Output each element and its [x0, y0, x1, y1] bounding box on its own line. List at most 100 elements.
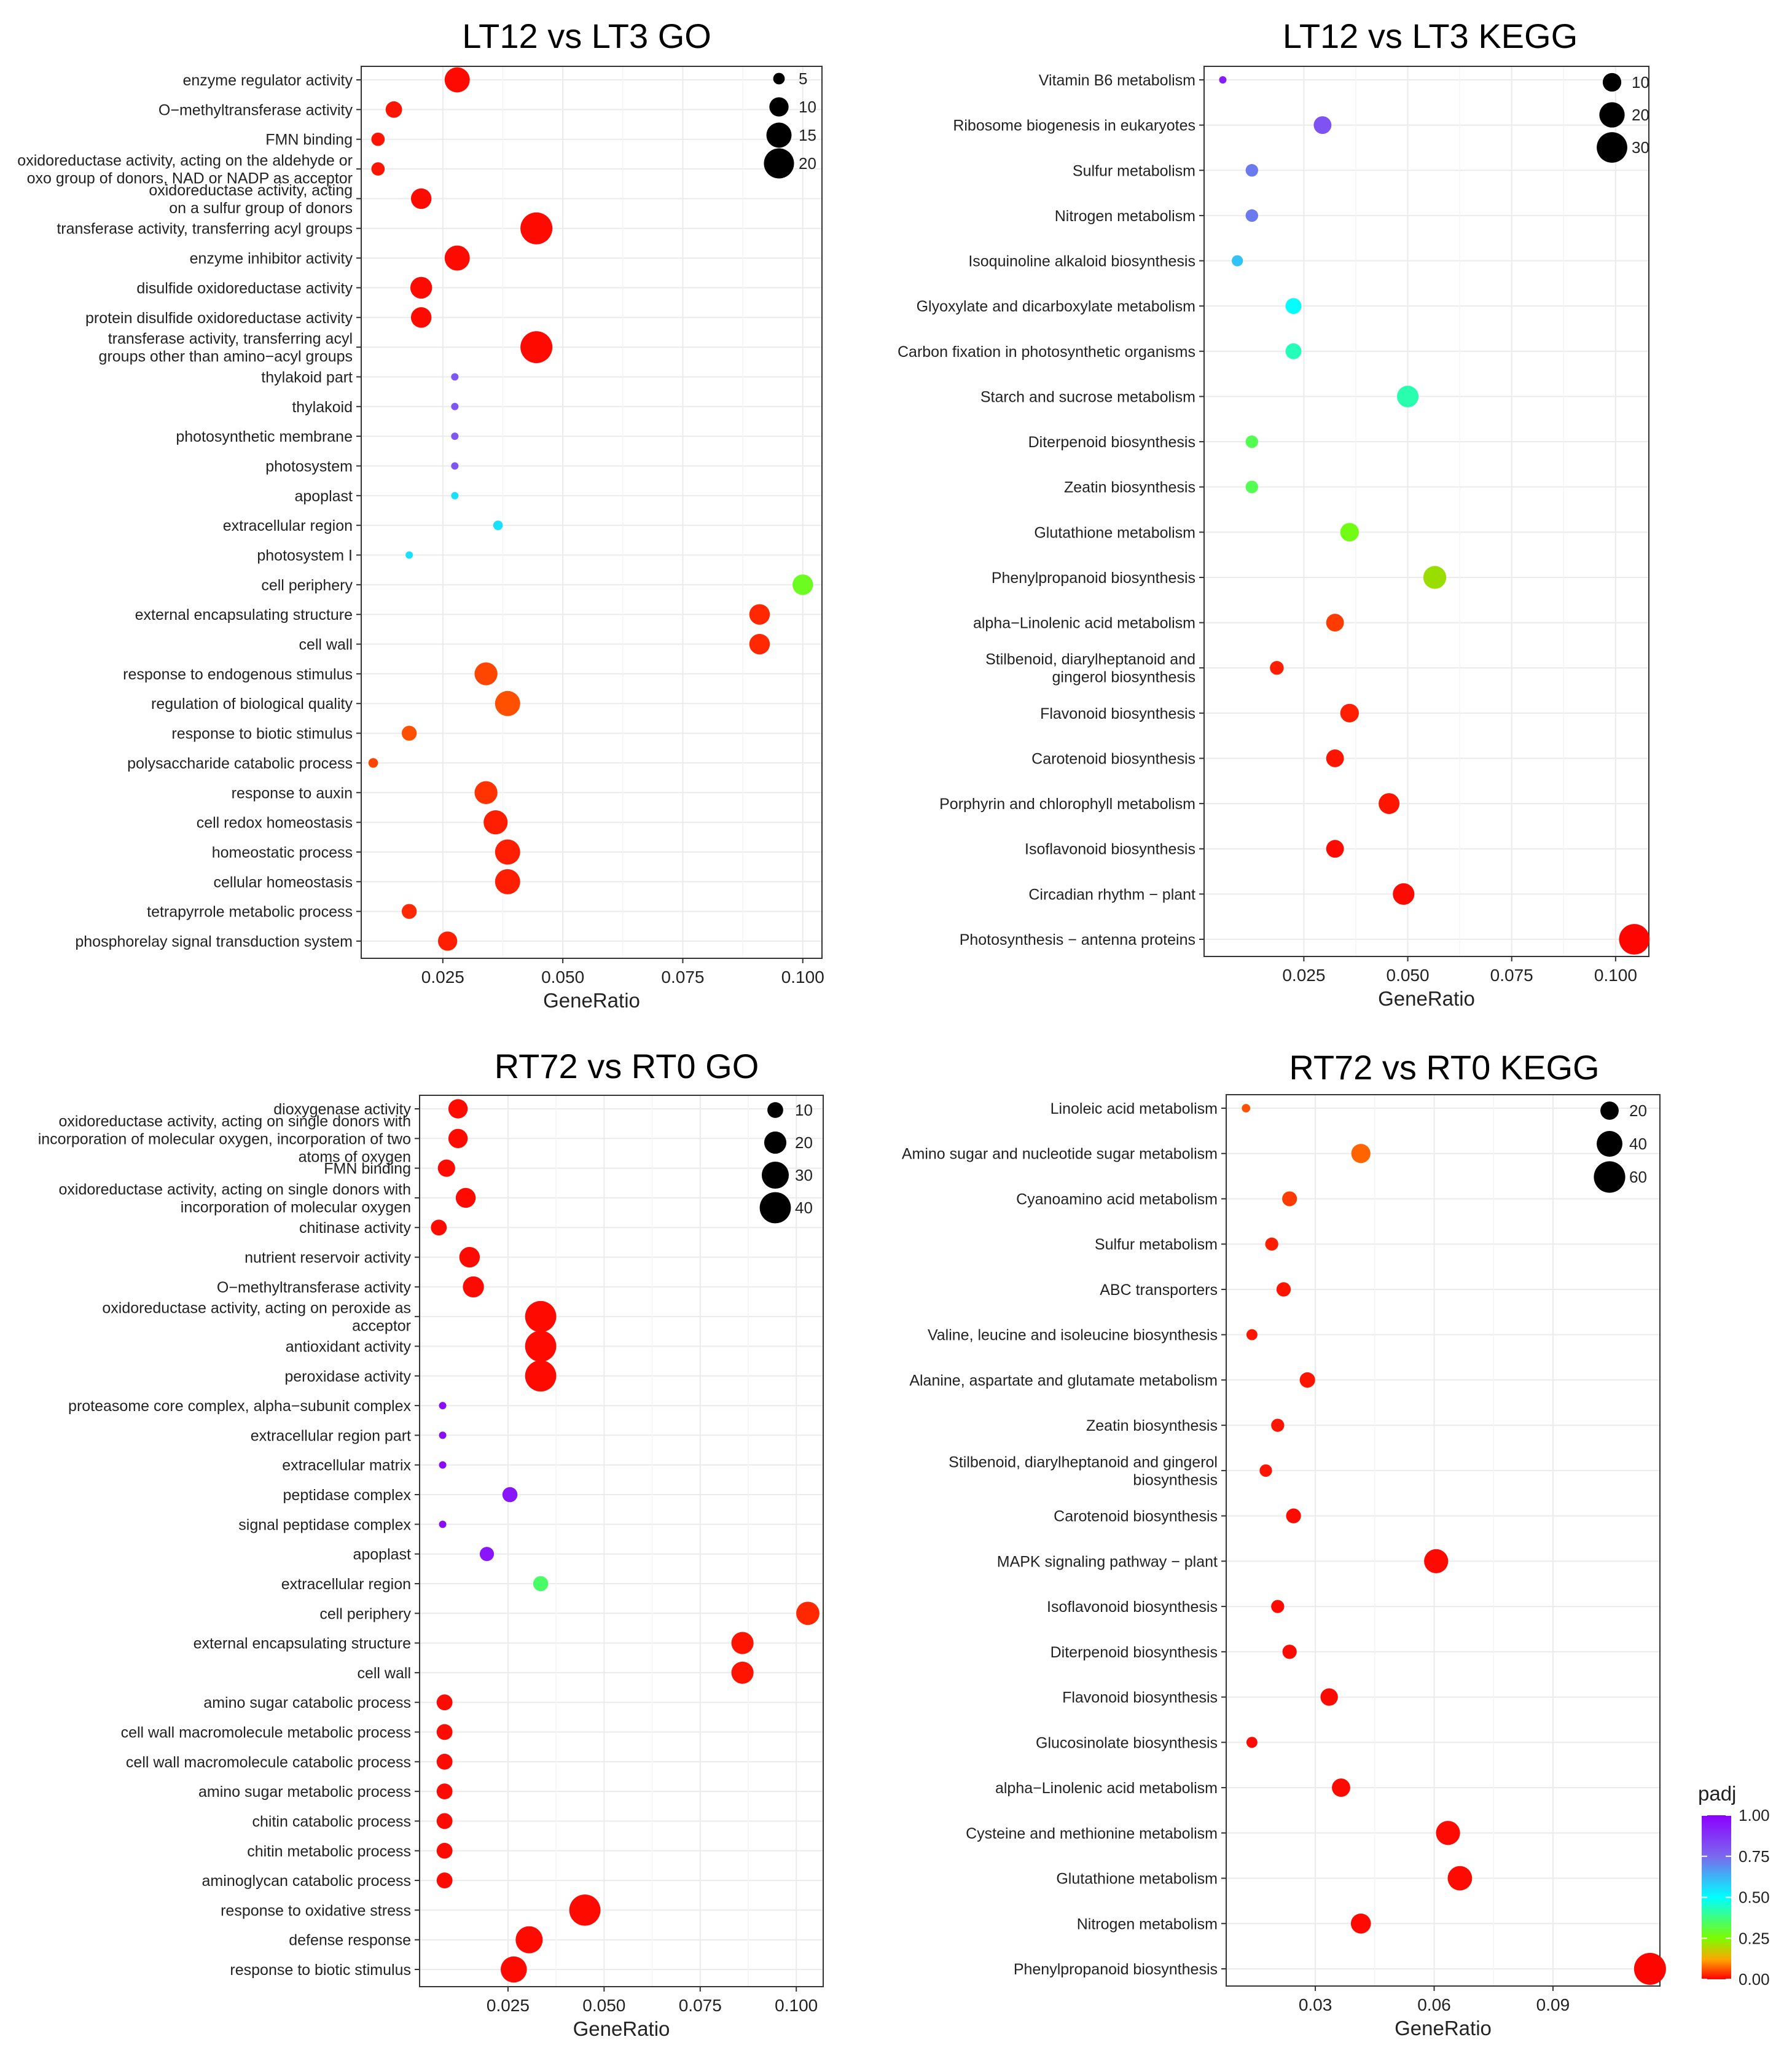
y-tick-label-line: Stilbenoid, diarylheptanoid and gingerol [949, 1453, 1218, 1471]
y-tick-label-line: response to auxin [232, 784, 353, 802]
x-axis-label: GeneRatio [543, 989, 640, 1012]
y-tick-label-line: disulfide oxidoreductase activity [136, 280, 353, 297]
y-tick-label-line: oxidoreductase activity, acting on singl… [59, 1113, 411, 1130]
y-tick-label-line: atoms of oxygen [299, 1148, 411, 1165]
y-tick-label-line: phosphorelay signal transduction system [75, 933, 353, 950]
y-tick-label: cell wall macromolecule catabolic proces… [126, 1754, 411, 1771]
y-tick-label: FMN binding [265, 131, 353, 149]
size-legend-dot [766, 122, 792, 148]
y-tick-label: amino sugar metabolic process [198, 1783, 411, 1801]
y-tick-label-line: cell wall [357, 1665, 411, 1682]
y-tick-label: alpha−Linolenic acid metabolism [995, 1780, 1218, 1797]
y-tick-label: Carotenoid biosynthesis [1054, 1508, 1218, 1525]
data-point [525, 1331, 557, 1362]
y-tick-label-line: FMN binding [265, 131, 353, 149]
y-tick-label: peptidase complex [283, 1487, 412, 1504]
y-tick-label-line: apoplast [353, 1546, 411, 1563]
y-tick-label: thylakoid [292, 399, 353, 416]
y-tick-label: aminoglycan catabolic process [202, 1872, 411, 1890]
data-point [436, 1753, 453, 1770]
y-tick-label-line: oxidoreductase activity, acting [149, 182, 353, 199]
y-tick-label: Nitrogen metabolism [1077, 1915, 1218, 1933]
data-point [410, 307, 432, 328]
x-tick-label: 0.100 [781, 968, 824, 987]
y-tick-label: Flavonoid biosynthesis [1040, 705, 1195, 722]
y-tick-label-line: FMN binding [324, 1160, 411, 1178]
y-tick-label-line: Sulfur metabolism [1073, 162, 1195, 179]
y-tick-label-line: photosystem I [257, 547, 353, 565]
size-legend-dot [764, 148, 794, 179]
data-point [495, 839, 520, 865]
y-tick-label-line: incorporation of molecular oxygen, incor… [38, 1130, 411, 1148]
size-legend-dot [759, 1192, 791, 1224]
y-tick-label: thylakoid part [261, 369, 353, 386]
y-tick-label: Flavonoid biosynthesis [1062, 1689, 1218, 1707]
y-tick-label-line: oxidoreductase activity, acting on the a… [17, 152, 353, 170]
size-legend: 10 20 30 [1597, 72, 1649, 163]
size-legend-label: 60 [1629, 1168, 1647, 1186]
y-tick-label: transferase activity, transferring acyl g… [99, 330, 353, 366]
chart-panel: LT12 vs LT3 GO enzyme regulator activity O… [17, 17, 824, 1012]
y-tick-label: extracellular matrix [282, 1457, 411, 1474]
data-point [436, 1842, 453, 1859]
data-point [385, 101, 402, 118]
y-tick-label: extracellular region part [251, 1427, 411, 1444]
data-point [1396, 385, 1419, 407]
data-point [502, 1487, 518, 1503]
data-point [1436, 1821, 1460, 1845]
y-tick-label: Sulfur metabolism [1095, 1236, 1218, 1253]
y-tick-label-line: peroxidase activity [284, 1368, 411, 1385]
data-point [1447, 1866, 1473, 1891]
plot-frame [1226, 1094, 1661, 1987]
y-tick-label-line: Nitrogen metabolism [1055, 208, 1195, 225]
y-tick-label: enzyme regulator activity [182, 72, 353, 89]
size-legend-label: 20 [799, 154, 816, 173]
y-tick-label-line: Photosynthesis − antenna proteins [960, 931, 1195, 948]
x-tick-label: 0.050 [582, 1996, 625, 2015]
y-tick-label-line: Sulfur metabolism [1095, 1236, 1218, 1253]
data-point [448, 1128, 468, 1149]
data-point [533, 1576, 549, 1592]
y-tick-label-line: Zeatin biosynthesis [1086, 1417, 1218, 1434]
data-point [451, 373, 459, 381]
chart-title: LT12 vs LT3 GO [462, 17, 711, 55]
y-tick-label-line: on a sulfur group of donors [169, 200, 353, 217]
x-tick-label: 0.075 [679, 1996, 722, 2015]
data-point [437, 1159, 455, 1177]
y-tick-label-line: O−methyltransferase activity [217, 1279, 412, 1296]
y-tick-label: Linoleic acid metabolism [1051, 1100, 1218, 1117]
y-tick-label: cell periphery [319, 1605, 411, 1622]
size-legend-dot [1594, 1161, 1626, 1193]
y-tick-label: Phenylpropanoid biosynthesis [1014, 1961, 1218, 1978]
y-tick-label-line: Valine, leucine and isoleucine biosynthe… [928, 1327, 1218, 1344]
x-axis-label: GeneRatio [1395, 2017, 1492, 2039]
colorbar-tick-label: 0.50 [1739, 1888, 1770, 1907]
x-tick-label: 0.100 [1594, 966, 1637, 985]
chart-panel: RT72 vs RT0 KEGG Linoleic acid metabolism… [902, 1048, 1666, 2039]
y-tick-label: O−methyltransferase activity [217, 1279, 412, 1296]
y-tick-label-line: Phenylpropanoid biosynthesis [992, 569, 1195, 587]
data-point [436, 1872, 453, 1888]
size-legend-label: 10 [1632, 73, 1649, 92]
y-tick-label-line: groups other than amino−acyl groups [99, 348, 353, 366]
y-tick-label: Alanine, aspartate and glutamate metabol… [909, 1372, 1218, 1389]
data-point [1276, 1282, 1291, 1297]
y-tick-label-line: transferase activity, transferring acyl … [57, 221, 353, 238]
data-point [451, 462, 459, 470]
y-tick-label: Glucosinolate biosynthesis [1036, 1734, 1218, 1751]
x-tick-label: 0.050 [541, 968, 584, 987]
y-tick-label: Photosynthesis − antenna proteins [960, 931, 1195, 948]
data-point [1282, 1644, 1297, 1659]
x-tick-label: 0.025 [1282, 966, 1325, 985]
data-point [439, 1402, 447, 1410]
data-point [1326, 840, 1344, 858]
y-tick-label-line: Glucosinolate biosynthesis [1036, 1734, 1218, 1751]
data-point [431, 1219, 447, 1236]
data-point [368, 758, 378, 768]
y-tick-label: Isoquinoline alkaloid biosynthesis [968, 253, 1195, 270]
y-tick-label-line: Isoflavonoid biosynthesis [1047, 1598, 1218, 1616]
data-point [749, 604, 770, 625]
size-legend-label: 20 [1629, 1101, 1647, 1120]
y-tick-label-line: defense response [289, 1932, 411, 1949]
y-tick-label-line: external encapsulating structure [194, 1635, 411, 1652]
